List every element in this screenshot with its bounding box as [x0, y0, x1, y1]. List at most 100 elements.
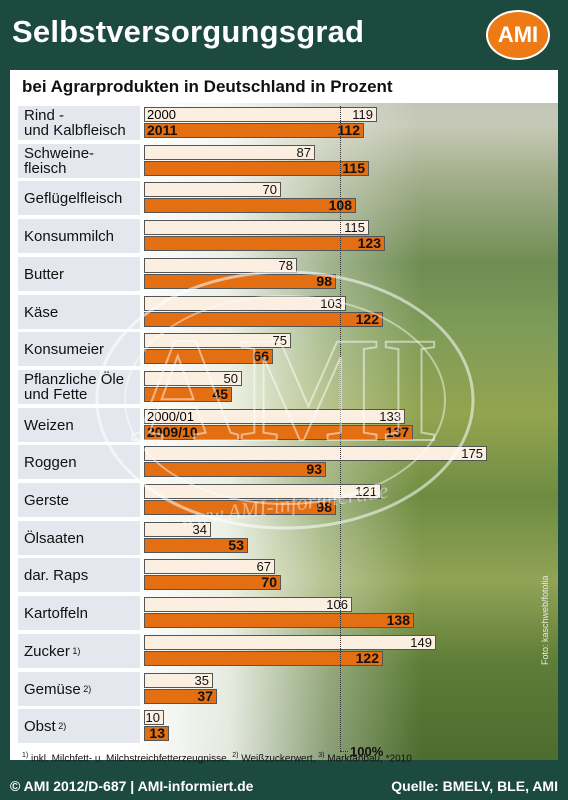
- category-label-text: Ölsaaten: [24, 529, 85, 547]
- category-label: Rind - und Kalbfleisch: [18, 106, 140, 140]
- data-label-later: 122: [355, 650, 379, 666]
- category-label-text: Butter: [24, 265, 65, 283]
- bar-later-year: [144, 538, 248, 553]
- category-label-text: Käse: [24, 303, 59, 321]
- footnote-marker-2: 2): [232, 752, 239, 759]
- data-label-later: 37: [197, 688, 213, 704]
- bar-earlier-year: [144, 182, 281, 197]
- bar-later-year: [144, 613, 414, 628]
- bar-later-year: [144, 236, 385, 251]
- category-label: Konsumeier: [18, 332, 140, 366]
- bar-earlier-year: [144, 635, 436, 650]
- reference-line-tick: [340, 751, 348, 752]
- data-label-earlier: 133: [379, 409, 401, 424]
- footnote-text-1: inkl. Milchfett- u. Milchstreichfetterze…: [28, 753, 233, 765]
- category-label-text: Rind - und Kalbfleisch: [24, 107, 126, 139]
- data-label-later: 112: [337, 122, 360, 138]
- category-label-text: Konsummilch: [24, 227, 115, 245]
- footnote-marker-1: 1): [22, 752, 29, 759]
- data-label-later: 66: [253, 348, 269, 364]
- photo-credit: Foto: kaschweb/fotolia: [540, 575, 550, 665]
- footnote-marker-3: 3): [318, 752, 325, 759]
- data-label-earlier: 87: [296, 145, 311, 160]
- data-label-later: 123: [357, 235, 381, 251]
- data-label-earlier: 35: [194, 673, 209, 688]
- category-label-text: Geflügelfleisch: [24, 189, 123, 207]
- legend-label-later: 2009/10: [147, 424, 198, 440]
- bar-later-year: [144, 161, 369, 176]
- category-label: Geflügelfleisch: [18, 181, 140, 215]
- category-label-text: Gemüse: [24, 680, 81, 698]
- data-label-later: 98: [316, 273, 332, 289]
- data-label-earlier: 10: [145, 710, 160, 725]
- bar-earlier-year: [144, 446, 487, 461]
- data-label-later: 13: [149, 725, 165, 741]
- category-label: Pflanzliche Öle und Fette: [18, 370, 140, 404]
- ami-logo: AMI: [486, 10, 550, 60]
- data-label-later: 93: [306, 461, 322, 477]
- bar-later-year: [144, 689, 217, 704]
- category-label-text: Kartoffeln: [24, 604, 88, 622]
- category-label: Gerste: [18, 483, 140, 517]
- data-label-earlier: 149: [410, 635, 432, 650]
- data-label-earlier: 75: [272, 333, 287, 348]
- footnote: 1) inkl. Milchfett- u. Milchstreichfette…: [22, 752, 412, 764]
- category-label: Schweine- fleisch: [18, 144, 140, 178]
- data-label-earlier: 119: [352, 107, 373, 122]
- category-footnote-marker: 2): [55, 720, 67, 731]
- chart-subtitle: bei Agrarprodukten in Deutschland in Pro…: [22, 77, 393, 96]
- legend-label-earlier: 2000/01: [147, 409, 194, 424]
- category-label-text: Obst: [24, 717, 56, 735]
- data-label-later: 137: [385, 424, 409, 440]
- bar-earlier-year: [144, 145, 315, 160]
- bar-earlier-year: [144, 220, 369, 235]
- data-label-earlier: 103: [320, 296, 342, 311]
- data-label-later: 98: [316, 499, 332, 515]
- category-label: Ölsaaten: [18, 521, 140, 555]
- footnote-text-2: Weißzuckerwert,: [238, 753, 319, 765]
- category-footnote-marker: 2): [80, 683, 92, 694]
- data-label-later: 122: [355, 311, 379, 327]
- category-label-text: Konsumeier: [24, 340, 105, 358]
- bar-later-year: [144, 575, 281, 590]
- reference-line-label: 100%: [350, 744, 384, 759]
- category-label: Roggen: [18, 445, 140, 479]
- data-label-later: 53: [228, 537, 244, 553]
- data-label-later: 45: [212, 386, 228, 402]
- category-label: Gemüse 2): [18, 672, 140, 706]
- category-label-text: Zucker: [24, 642, 70, 660]
- data-label-earlier: 78: [278, 258, 293, 273]
- bar-earlier-year: [144, 597, 352, 612]
- footer-copyright: © AMI 2012/D-687 | AMI-informiert.de: [10, 778, 254, 794]
- data-label-earlier: 34: [192, 522, 207, 537]
- data-label-earlier: 106: [326, 597, 348, 612]
- category-label: Konsummilch: [18, 219, 140, 253]
- footer-source: Quelle: BMELV, BLE, AMI: [391, 778, 558, 794]
- footnote-text-3: Marktanbau, *2010: [324, 753, 412, 765]
- category-label: Obst 2): [18, 709, 140, 743]
- reference-line-100: [340, 106, 341, 751]
- category-label-text: dar. Raps: [24, 566, 89, 584]
- category-label: dar. Raps: [18, 558, 140, 592]
- data-label-later: 108: [328, 197, 352, 213]
- bar-later-year: [144, 198, 356, 213]
- bar-earlier-year: [144, 559, 275, 574]
- category-label: Weizen: [18, 408, 140, 442]
- category-label-text: Pflanzliche Öle und Fette: [24, 371, 125, 403]
- data-label-later: 138: [386, 612, 410, 628]
- data-label-earlier: 67: [256, 559, 271, 574]
- bar-later-year: [144, 726, 169, 741]
- category-label: Käse: [18, 295, 140, 329]
- data-label-later: 70: [261, 574, 277, 590]
- category-label-text: Weizen: [24, 416, 74, 434]
- category-label-text: Schweine- fleisch: [24, 145, 95, 177]
- bar-earlier-year: [144, 710, 164, 725]
- category-label-text: Roggen: [24, 453, 77, 471]
- category-label: Zucker 1): [18, 634, 140, 668]
- legend-label-later: 2011: [147, 122, 178, 138]
- data-label-earlier: 175: [461, 446, 483, 461]
- subtitle-bar: [10, 70, 558, 103]
- data-label-earlier: 70: [262, 182, 277, 197]
- category-label: Kartoffeln: [18, 596, 140, 630]
